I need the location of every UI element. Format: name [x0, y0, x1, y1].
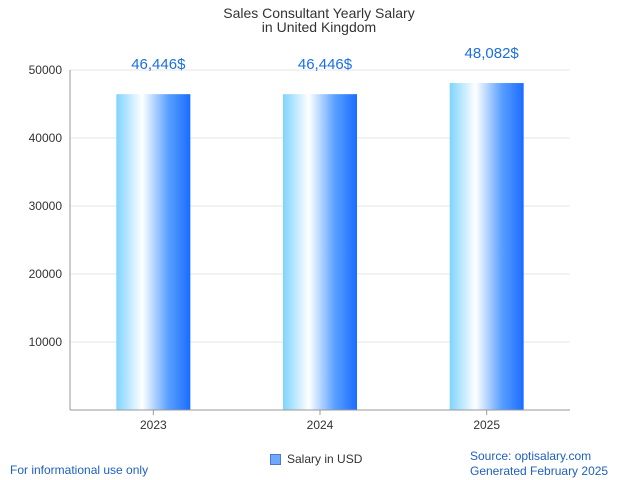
y-axis-ticks: 10000 20000 30000 40000 50000 [29, 63, 63, 349]
chart-title: Sales Consultant Yearly Salary [223, 5, 414, 21]
generated-text: Generated February 2025 [470, 464, 609, 478]
source-block: Source: optisalary.com Generated Februar… [470, 449, 608, 479]
data-label-2024: 46,446$ [298, 56, 353, 73]
x-tick-label: 2024 [307, 418, 334, 432]
y-tick-label: 50000 [29, 63, 63, 77]
data-label-2025: 48,082$ [465, 45, 520, 62]
legend: Salary in USD [270, 452, 362, 466]
bar-2024 [283, 94, 357, 410]
salary-bar-chart: Sales Consultant Yearly Salary in United… [29, 5, 570, 432]
x-axis-ticks: 2023 2024 2025 [140, 410, 500, 432]
data-label-2023: 46,446$ [131, 56, 186, 73]
source-text: Source: optisalary.com [470, 449, 592, 463]
bar-2025 [449, 83, 524, 411]
legend-label: Salary in USD [287, 452, 363, 466]
bars [116, 83, 524, 411]
data-labels: 46,446$ 46,446$ 48,082$ [131, 45, 519, 73]
y-tick-label: 40000 [29, 131, 63, 145]
y-tick-label: 30000 [29, 199, 63, 213]
x-tick-label: 2025 [473, 418, 500, 432]
legend-swatch [270, 453, 281, 465]
bar-2023 [116, 94, 191, 410]
disclaimer-text: For informational use only [10, 463, 149, 477]
y-tick-label: 20000 [29, 267, 63, 281]
y-tick-label: 10000 [29, 335, 63, 349]
x-tick-label: 2023 [140, 418, 167, 432]
chart-subtitle: in United Kingdom [262, 19, 376, 35]
